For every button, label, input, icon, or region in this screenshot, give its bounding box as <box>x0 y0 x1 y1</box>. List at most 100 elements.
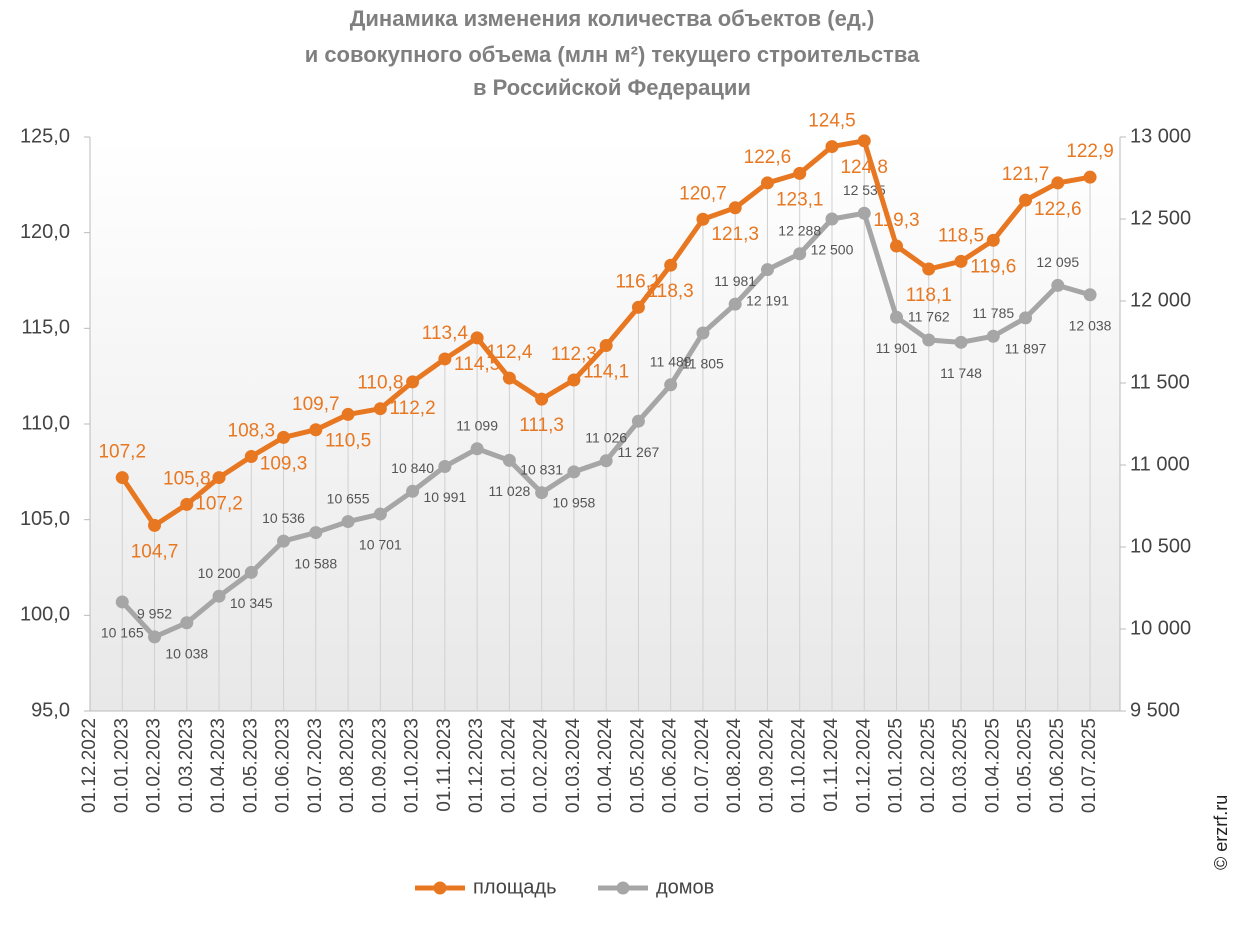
point <box>470 331 484 345</box>
point <box>857 134 871 148</box>
value-label: 10 588 <box>294 555 337 571</box>
point <box>244 450 258 464</box>
point <box>115 471 129 485</box>
value-label: 111,3 <box>519 415 564 436</box>
value-label: 10 840 <box>391 460 434 476</box>
point <box>922 262 936 276</box>
value-label: 10 038 <box>165 645 208 661</box>
x-tick-label: 01.06.2023 <box>273 718 294 813</box>
point <box>890 310 903 324</box>
x-tick-label: 01.12.2022 <box>79 718 100 813</box>
value-label: 10 991 <box>423 489 466 505</box>
y-tick-label: 125,0 <box>20 125 70 147</box>
x-tick-label: 01.11.2024 <box>821 718 842 812</box>
point <box>1051 176 1065 190</box>
point <box>954 254 968 268</box>
point <box>1019 311 1033 325</box>
point <box>1083 170 1097 184</box>
point <box>470 442 484 456</box>
point <box>728 297 742 311</box>
x-tick-label: 01.12.2023 <box>466 718 487 813</box>
x-tick-label: 01.04.2024 <box>595 718 616 814</box>
x-tick-label: 01.06.2024 <box>660 718 681 814</box>
value-label: 11 805 <box>682 356 724 372</box>
y-tick-label: 120,0 <box>20 221 70 243</box>
point <box>631 414 645 428</box>
point <box>664 258 678 272</box>
point <box>438 459 452 473</box>
point <box>277 430 291 444</box>
legend-label: площадь <box>473 876 557 898</box>
y2-tick-label: 12 000 <box>1130 289 1191 311</box>
point <box>760 176 774 190</box>
y2-tick-label: 12 500 <box>1130 207 1191 229</box>
x-tick-label: 01.12.2024 <box>853 718 874 814</box>
value-label: 12 288 <box>778 222 821 238</box>
value-label: 121,7 <box>1002 164 1050 185</box>
value-label: 119,6 <box>970 256 1016 277</box>
x-tick-label: 01.02.2025 <box>918 718 939 813</box>
value-label: 11 901 <box>876 340 918 356</box>
value-label: 12 038 <box>1069 317 1112 333</box>
y2-tick-label: 10 500 <box>1130 535 1191 557</box>
y-tick-label: 100,0 <box>20 604 70 626</box>
point <box>341 407 355 421</box>
point <box>341 515 355 529</box>
value-label: 118,1 <box>906 285 952 306</box>
point <box>535 392 549 406</box>
point <box>277 534 291 548</box>
x-tick-label: 01.06.2025 <box>1047 718 1068 813</box>
point <box>148 518 162 532</box>
x-tick-label: 01.03.2025 <box>950 718 971 813</box>
watermark: © erzrf.ru <box>1211 795 1231 870</box>
value-label: 10 165 <box>101 625 144 641</box>
value-label: 11 028 <box>488 483 530 499</box>
y-tick-label: 110,0 <box>21 412 70 434</box>
x-tick-label: 01.02.2024 <box>531 718 552 814</box>
value-label: 11 267 <box>618 444 660 460</box>
value-label: 11 748 <box>940 365 982 381</box>
x-tick-label: 01.02.2023 <box>144 718 165 813</box>
value-label: 110,8 <box>357 373 403 394</box>
x-tick-label: 01.09.2024 <box>756 718 777 814</box>
value-label: 120,7 <box>679 183 727 204</box>
point <box>599 339 613 353</box>
value-label: 114,1 <box>583 362 629 383</box>
value-label: 122,6 <box>1034 199 1082 220</box>
point <box>567 465 581 479</box>
x-tick-label: 01.07.2025 <box>1079 718 1100 813</box>
value-label: 122,6 <box>744 147 792 168</box>
point <box>309 526 323 540</box>
plot-area <box>90 137 1120 711</box>
value-label: 10 345 <box>230 595 273 611</box>
x-tick-label: 01.01.2025 <box>886 718 907 813</box>
point <box>696 212 710 226</box>
value-label: 11 762 <box>908 309 950 325</box>
value-label: 121,3 <box>711 224 759 245</box>
value-label: 112,4 <box>486 342 533 363</box>
point <box>373 402 387 416</box>
x-tick-label: 01.07.2024 <box>692 718 713 814</box>
value-label: 12 191 <box>746 292 789 308</box>
x-tick-label: 01.03.2023 <box>176 718 197 813</box>
value-label: 124,8 <box>840 157 888 178</box>
x-tick-label: 01.08.2024 <box>724 718 745 814</box>
point <box>631 300 645 314</box>
point <box>244 565 258 579</box>
point <box>728 201 742 215</box>
value-label: 9 952 <box>137 606 172 622</box>
value-label: 105,8 <box>163 468 211 489</box>
point <box>1083 288 1097 302</box>
value-label: 11 026 <box>585 429 627 445</box>
y-tick-label: 105,0 <box>20 508 70 530</box>
point <box>180 616 194 630</box>
x-tick-label: 01.05.2023 <box>240 718 261 813</box>
point <box>696 326 710 340</box>
value-label: 124,5 <box>808 111 856 132</box>
value-label: 118,5 <box>938 225 984 246</box>
point <box>212 471 226 485</box>
y2-tick-label: 11 500 <box>1130 371 1190 393</box>
legend-swatch <box>433 881 447 895</box>
value-label: 11 099 <box>456 417 498 433</box>
value-label: 12 535 <box>843 182 886 198</box>
